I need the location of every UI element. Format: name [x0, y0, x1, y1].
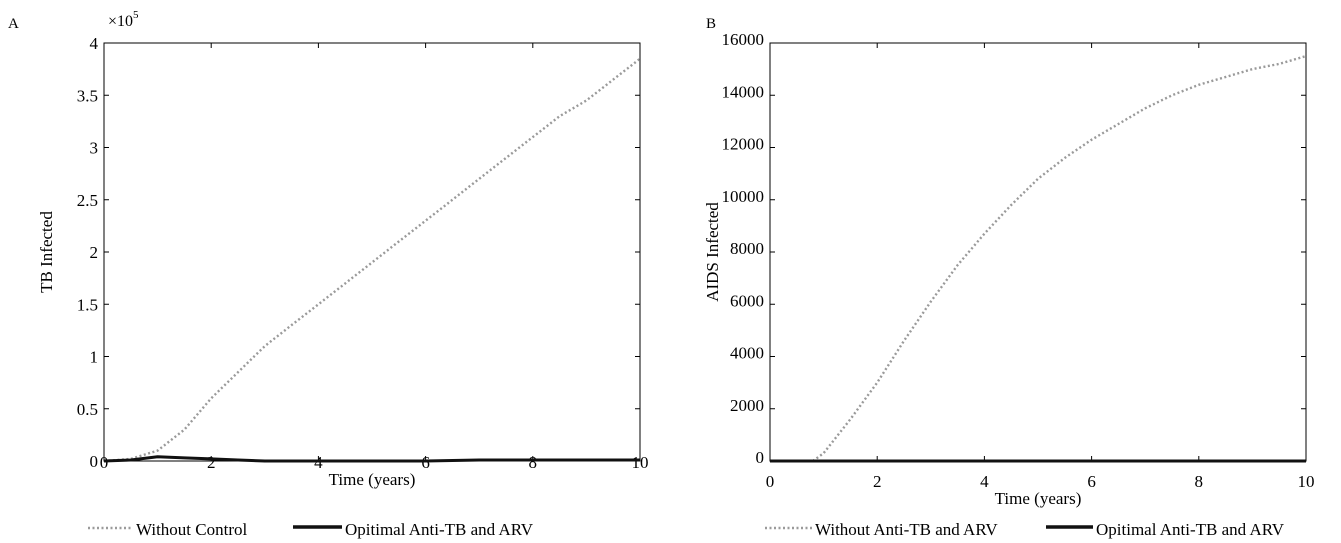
panel-a-series-solid-line: [103, 455, 640, 463]
panel-b-x-tick-label: 6: [1087, 472, 1096, 491]
panel-a-y-tick-label: 2: [90, 243, 99, 262]
panel-b-y-tick-label: 6000: [730, 291, 764, 310]
panel-a-x-tick-label: 0: [100, 453, 109, 472]
panel-b-legend: Without Anti-TB and ARV Opitimal Anti-TB…: [765, 520, 1285, 539]
panel-b: B 0 2 4 6 8 10 0 2000 4000 6000 8000 10000 12000 1400…: [703, 16, 1315, 539]
panel-a-legend-label-optimal: Opitimal Anti-TB and ARV: [345, 520, 534, 539]
panel-b-x-tick-label: 4: [980, 472, 989, 491]
panel-b-label: B: [706, 16, 716, 32]
panel-a-y-tick-label: 2.5: [77, 191, 98, 210]
panel-b-x-tick-label: 10: [1298, 472, 1315, 491]
panel-a: A ×105 0 2 4 6 8 1000.511.522.533.54 Time (ye…: [8, 9, 649, 539]
panel-b-y-tick-label: 8000: [730, 239, 764, 258]
panel-a-y-tick-label: 4: [90, 34, 99, 53]
panel-a-x-axis-label: Time (years): [329, 470, 416, 489]
panel-a-ticks: 0 2 4 6 8 1000.511.522.533.54: [77, 34, 649, 472]
panel-b-ticks: 0 2 4 6 8 10 0 2000 4000 6000 8000 10000 12000 14000 1…: [722, 30, 1315, 491]
panel-b-legend-label-optimal: Opitimal Anti-TB and ARV: [1096, 520, 1285, 539]
panel-b-y-tick-label: 0: [756, 448, 765, 467]
panel-a-y-tick-label: 0: [90, 452, 99, 471]
panel-b-x-tick-label: 2: [873, 472, 882, 491]
panel-b-y-tick-label: 2000: [730, 396, 764, 415]
panel-a-series-dotted-line: [103, 57, 641, 463]
panel-a-y-tick-label: 1: [90, 348, 99, 367]
panel-b-series: [770, 54, 1307, 463]
panel-b-x-tick-label: 0: [766, 472, 775, 491]
panel-b-y-tick-label: 16000: [722, 30, 765, 49]
panel-a-legend-label-without-control: Without Control: [136, 520, 248, 539]
panel-b-y-tick-label: 12000: [722, 135, 765, 154]
panel-a-x-tick-label: 2: [207, 453, 216, 472]
panel-b-legend-label-without-anti-tb: Without Anti-TB and ARV: [815, 520, 998, 539]
panel-b-y-tick-label: 10000: [722, 187, 765, 206]
panel-a-y-multiplier: ×105: [108, 9, 139, 30]
panel-a-y-tick-label: 1.5: [77, 295, 98, 314]
panel-b-x-axis-label: Time (years): [995, 489, 1082, 508]
panel-a-legend: Without Control Opitimal Anti-TB and ARV: [88, 520, 534, 539]
panel-b-x-tick-label: 8: [1195, 472, 1204, 491]
panel-a-series: [103, 57, 641, 463]
panel-b-series-dotted-line: [812, 54, 1307, 462]
panel-a-plot-frame: [103, 42, 641, 462]
panel-a-y-tick-label: 3.5: [77, 86, 98, 105]
panel-b-y-tick-label: 4000: [730, 344, 764, 363]
panel-a-x-tick-label: 8: [529, 453, 538, 472]
panel-a-y-axis-label: TB Infected: [37, 211, 56, 293]
panel-b-y-tick-label: 14000: [722, 82, 765, 101]
panel-a-label: A: [8, 16, 19, 32]
panel-b-plot-frame: [769, 42, 1307, 462]
panel-a-y-tick-label: 3: [90, 139, 99, 158]
panel-a-x-tick-label: 10: [632, 453, 649, 472]
panel-a-y-tick-label: 0.5: [77, 400, 98, 419]
panel-b-y-axis-label: AIDS Infected: [703, 202, 722, 302]
